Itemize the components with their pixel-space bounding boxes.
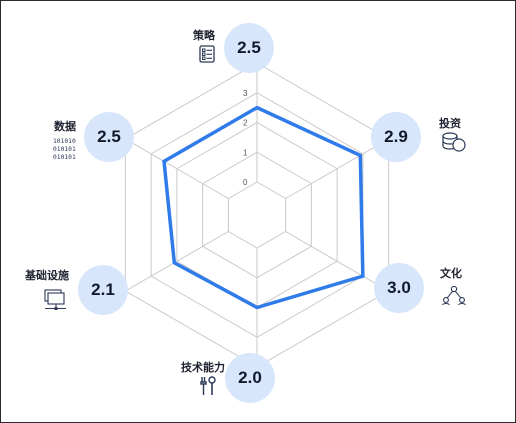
- axis-spoke: [285, 231, 389, 292]
- axis-tick-label: 2: [243, 119, 248, 128]
- tools-icon: [200, 376, 216, 395]
- monitor-network-icon: [44, 289, 66, 310]
- category-label-tech-capability: 技术能力: [181, 361, 225, 374]
- value-bubble-tech-capability: 2.0: [225, 353, 275, 403]
- axis-spoke: [125, 138, 229, 199]
- category-label-strategy: 策略: [193, 29, 215, 42]
- people-network-icon: [442, 285, 466, 306]
- binary-data-icon: 101010 010101 010101: [53, 138, 76, 161]
- axis-spoke: [285, 138, 389, 199]
- value-bubble-infrastructure: 2.1: [78, 265, 128, 315]
- grid-ring: [227, 181, 287, 249]
- value-bubble-strategy: 2.5: [224, 23, 274, 73]
- axis-spoke: [125, 231, 229, 292]
- checklist-icon: [199, 45, 215, 63]
- axis-tick-label: 3: [243, 89, 248, 98]
- coins-icon: [442, 132, 466, 152]
- svg-text:010101: 010101: [53, 146, 76, 153]
- value-bubble-investment: 2.9: [371, 112, 421, 162]
- category-label-data: 数据: [54, 120, 76, 133]
- category-label-investment: 投资: [439, 117, 461, 130]
- category-label-culture: 文化: [440, 267, 462, 280]
- series-line: [162, 105, 365, 310]
- axis-tick-label: 0: [243, 178, 248, 187]
- svg-text:010101: 010101: [53, 154, 76, 161]
- value-bubble-culture: 3.0: [374, 263, 424, 313]
- value-bubble-data: 2.5: [84, 112, 134, 162]
- category-label-infrastructure: 基础设施: [25, 269, 69, 282]
- svg-text:101010: 101010: [53, 138, 76, 145]
- axis-tick-label: 1: [243, 148, 248, 157]
